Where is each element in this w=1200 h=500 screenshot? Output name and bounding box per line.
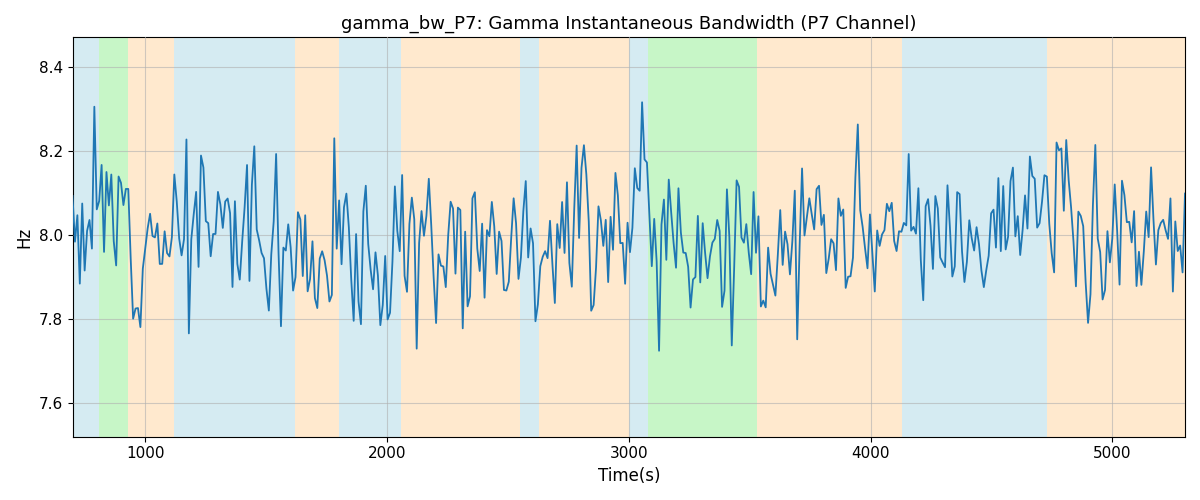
Bar: [174, 38, 295, 436]
X-axis label: Time(s): Time(s): [598, 467, 660, 485]
Bar: [338, 38, 402, 436]
Bar: [779, 38, 902, 436]
Bar: [902, 38, 1048, 436]
Title: gamma_bw_P7: Gamma Instantaneous Bandwidth (P7 Channel): gamma_bw_P7: Gamma Instantaneous Bandwid…: [341, 15, 917, 34]
Bar: [539, 38, 629, 436]
Bar: [402, 38, 520, 436]
Bar: [629, 38, 648, 436]
Bar: [72, 38, 100, 436]
Bar: [128, 38, 174, 436]
Bar: [648, 38, 757, 436]
Bar: [100, 38, 128, 436]
Bar: [1048, 38, 1069, 436]
Bar: [757, 38, 779, 436]
Y-axis label: Hz: Hz: [14, 226, 32, 248]
Bar: [1069, 38, 1184, 436]
Bar: [295, 38, 338, 436]
Bar: [520, 38, 539, 436]
